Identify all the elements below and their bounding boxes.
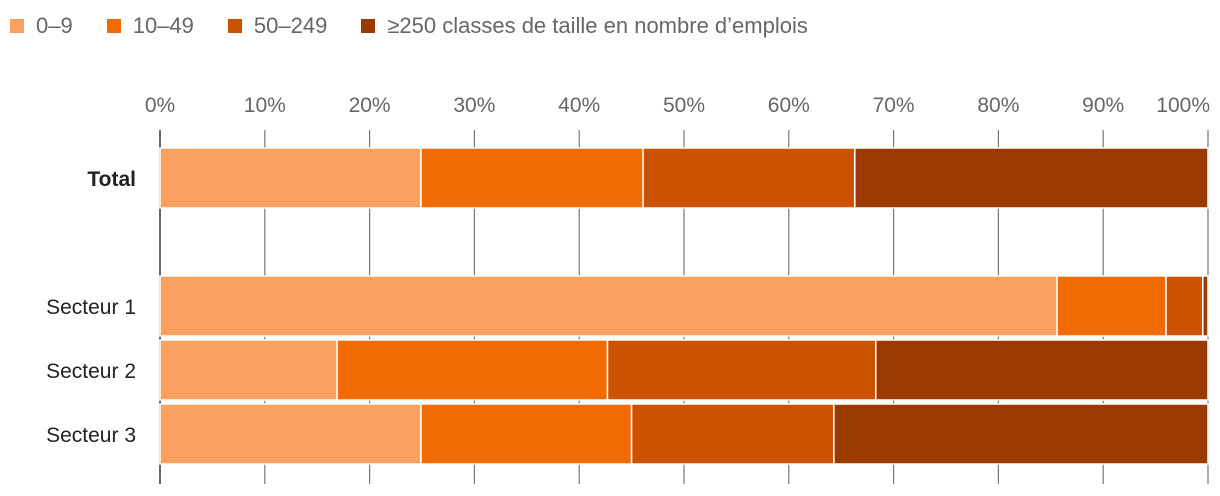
- bars: [159, 147, 1209, 465]
- bar-2-series-1: [336, 339, 609, 401]
- x-tick-label-6: 60%: [768, 94, 810, 117]
- bar-0-series-1: [420, 147, 644, 209]
- x-tick-label-5: 50%: [663, 94, 705, 117]
- x-tick-label-10: 100%: [1156, 94, 1210, 117]
- bar-3-series-0: [159, 403, 422, 465]
- x-tick-label-1: 10%: [244, 94, 286, 117]
- x-tick-label-9: 90%: [1082, 94, 1124, 117]
- bar-1-series-2: [1165, 275, 1204, 337]
- category-label-3: Secteur 3: [46, 424, 136, 447]
- bar-1-series-1: [1056, 275, 1167, 337]
- legend-label-1: 10–49: [132, 13, 194, 38]
- bar-3-series-3: [833, 403, 1209, 465]
- chart-legend: 0–9 10–49 50–249 ≥250 classes de taille en …: [10, 10, 842, 42]
- x-tick-label-7: 70%: [873, 94, 915, 117]
- category-label-2: Secteur 2: [46, 360, 136, 383]
- legend-label-0: 0–9: [36, 13, 73, 38]
- category-label-1: Secteur 1: [46, 296, 136, 319]
- bar-1-series-3: [1202, 275, 1209, 337]
- bar-3-series-1: [420, 403, 633, 465]
- x-tick-label-8: 80%: [977, 94, 1019, 117]
- legend-item-2: 50–249: [227, 13, 328, 39]
- category-label-0: Total: [87, 168, 136, 191]
- bar-1-series-0: [159, 275, 1058, 337]
- legend-swatch-0: [10, 19, 24, 33]
- bar-2-series-0: [159, 339, 338, 401]
- bar-0-series-0: [159, 147, 422, 209]
- legend-item-3: ≥250 classes de taille en nombre d’emplo…: [361, 13, 808, 39]
- legend-swatch-1: [106, 19, 121, 33]
- x-tick-label-0: 0%: [145, 94, 175, 117]
- legend-label-2: 50–249: [253, 13, 328, 38]
- y-axis-categories: Total Secteur 1 Secteur 2 Secteur 3: [46, 168, 136, 447]
- legend-item-1: 10–49: [106, 13, 194, 39]
- bar-3-series-2: [630, 403, 835, 465]
- legend-label-3: ≥250 classes de taille en nombre d’emplo…: [387, 13, 808, 38]
- bar-2-series-2: [606, 339, 877, 401]
- bar-0-series-3: [854, 147, 1209, 209]
- bar-0-series-2: [642, 147, 856, 209]
- x-tick-label-3: 30%: [453, 94, 495, 117]
- legend-swatch-3: [361, 19, 376, 33]
- legend-item-0: 0–9: [10, 13, 73, 39]
- legend-swatch-2: [227, 19, 242, 33]
- x-axis-ticks: 0% 10% 20% 30% 40% 50% 60% 70% 80% 90% 100%: [145, 94, 1210, 117]
- x-tick-label-2: 20%: [349, 94, 391, 117]
- x-tick-label-4: 40%: [558, 94, 600, 117]
- bar-2-series-3: [875, 339, 1209, 401]
